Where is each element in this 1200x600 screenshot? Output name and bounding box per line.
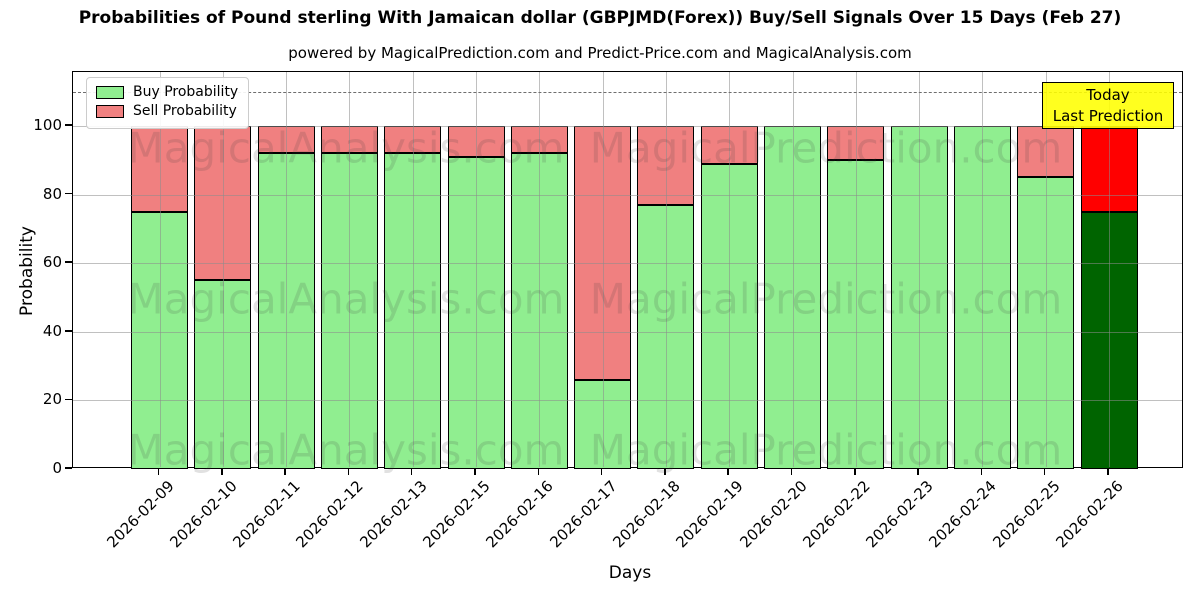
gridline-vertical (539, 72, 541, 467)
y-tick-label: 80 (42, 184, 62, 203)
x-tick-mark (474, 468, 476, 475)
x-axis-title: Days (608, 563, 652, 583)
x-tick-label: 2026-02-11 (229, 477, 304, 552)
x-tick-mark (600, 468, 603, 475)
x-tick-mark (1107, 468, 1109, 475)
gridline-vertical (412, 72, 414, 467)
x-tick-label: 2026-02-13 (356, 477, 431, 552)
today-annotation-line2: Last Prediction (1052, 107, 1164, 125)
x-tick-label: 2026-02-20 (735, 477, 811, 552)
x-tick-label: 2026-02-09 (102, 477, 178, 552)
x-tick-label: 2026-02-16 (482, 477, 558, 552)
x-tick-mark (790, 468, 793, 475)
x-tick-label: 2026-02-19 (672, 477, 747, 552)
x-tick-mark (980, 468, 983, 475)
y-tick-label: 60 (42, 253, 62, 272)
x-tick-label: 2026-02-18 (609, 477, 684, 552)
x-tick-mark (347, 468, 350, 475)
gridline-vertical (602, 72, 604, 467)
legend: Buy Probability Sell Probability (86, 77, 250, 129)
gridline-vertical (729, 72, 731, 467)
legend-entry-buy: Buy Probability (96, 85, 238, 99)
today-annotation-line1: Today (1086, 86, 1130, 104)
gridline-vertical (855, 72, 857, 467)
gridline-vertical (349, 72, 351, 467)
x-tick-mark (917, 468, 919, 475)
x-tick-label: 2026-02-15 (419, 477, 494, 552)
y-tick-label: 20 (42, 390, 62, 409)
x-tick-label: 2026-02-23 (862, 477, 937, 552)
y-tick-mark (65, 330, 72, 332)
x-tick-label: 2026-02-24 (925, 477, 1001, 552)
gridline-horizontal (73, 400, 1182, 402)
x-tick-mark (410, 468, 413, 475)
threshold-dashed-line (73, 91, 1182, 93)
gridline-vertical (982, 72, 984, 467)
y-tick-mark (65, 192, 72, 195)
x-tick-mark (221, 468, 223, 475)
x-tick-mark (284, 468, 286, 475)
x-tick-label: 2026-02-12 (292, 477, 368, 552)
legend-buy-swatch (96, 85, 124, 99)
chart-subtitle: powered by MagicalPrediction.com and Pre… (288, 44, 912, 62)
y-tick-label: 0 (52, 459, 62, 477)
x-tick-mark (1043, 468, 1046, 475)
gridline-vertical (1045, 72, 1047, 467)
gridline-horizontal (73, 126, 1182, 127)
gridline-vertical (1109, 72, 1110, 467)
x-tick-mark (854, 468, 856, 475)
plot-area: Buy Probability Sell Probability Today L… (72, 71, 1183, 475)
gridline-horizontal (73, 263, 1182, 265)
x-tick-mark (537, 468, 540, 475)
gridline-vertical (286, 72, 288, 467)
y-tick-label: 40 (42, 321, 62, 340)
gridline-vertical (919, 72, 921, 467)
legend-sell-swatch (96, 104, 124, 118)
y-tick-mark (65, 261, 72, 263)
legend-entry-sell: Sell Probability (96, 104, 238, 118)
legend-buy-label: Buy Probability (133, 84, 239, 100)
gridline-vertical (792, 72, 794, 467)
gridline-vertical (476, 72, 477, 467)
gridline-vertical (222, 72, 224, 467)
x-tick-label: 2026-02-22 (799, 477, 874, 552)
x-tick-label: 2026-02-26 (1052, 477, 1127, 552)
gridline-horizontal (73, 194, 1182, 196)
chart-title: Probabilities of Pound sterling With Jam… (78, 8, 1122, 28)
gridline-vertical (159, 72, 161, 467)
gridline-horizontal (73, 331, 1182, 333)
y-tick-mark (65, 124, 72, 126)
x-tick-mark (727, 468, 729, 475)
y-tick-label: 100 (33, 116, 62, 134)
x-tick-label: 2026-02-10 (166, 477, 241, 552)
y-tick-mark (65, 398, 72, 401)
y-tick-mark (65, 467, 72, 469)
x-tick-mark (664, 468, 666, 475)
x-tick-mark (157, 468, 160, 475)
gridline-vertical (665, 72, 667, 467)
x-tick-label: 2026-02-17 (545, 477, 621, 552)
legend-sell-label: Sell Probability (133, 103, 237, 119)
today-annotation: Today Last Prediction (1042, 82, 1174, 129)
x-tick-label: 2026-02-25 (989, 477, 1064, 552)
